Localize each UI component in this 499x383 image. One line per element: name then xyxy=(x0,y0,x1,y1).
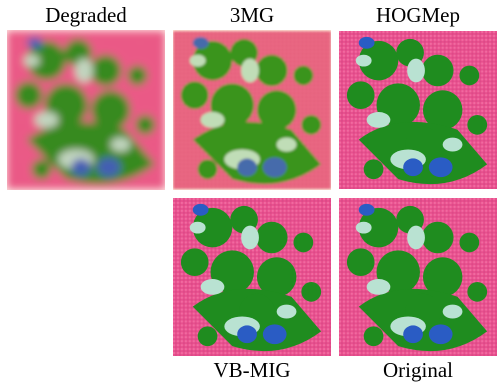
panel-image xyxy=(173,198,331,356)
panel-3mg: 3MG xyxy=(173,3,331,190)
panel-label: Degraded xyxy=(45,3,127,27)
panel-original: Original xyxy=(339,198,497,382)
panel-hogmep: HOGMep xyxy=(339,3,497,189)
panel-label: VB-MIG xyxy=(214,358,291,382)
panel-image xyxy=(339,198,497,356)
panel-label: Original xyxy=(383,358,453,382)
panel-image xyxy=(173,30,331,190)
panel-label: 3MG xyxy=(230,3,274,27)
panel-label: HOGMep xyxy=(376,3,460,27)
panel-degraded: Degraded xyxy=(7,3,165,190)
panel-vb-mig: VB-MIG xyxy=(173,198,331,382)
panel-image xyxy=(7,30,165,190)
panel-image xyxy=(339,31,497,189)
figure: Degraded 3MG HOGMep VB-MIG Original xyxy=(0,0,499,383)
